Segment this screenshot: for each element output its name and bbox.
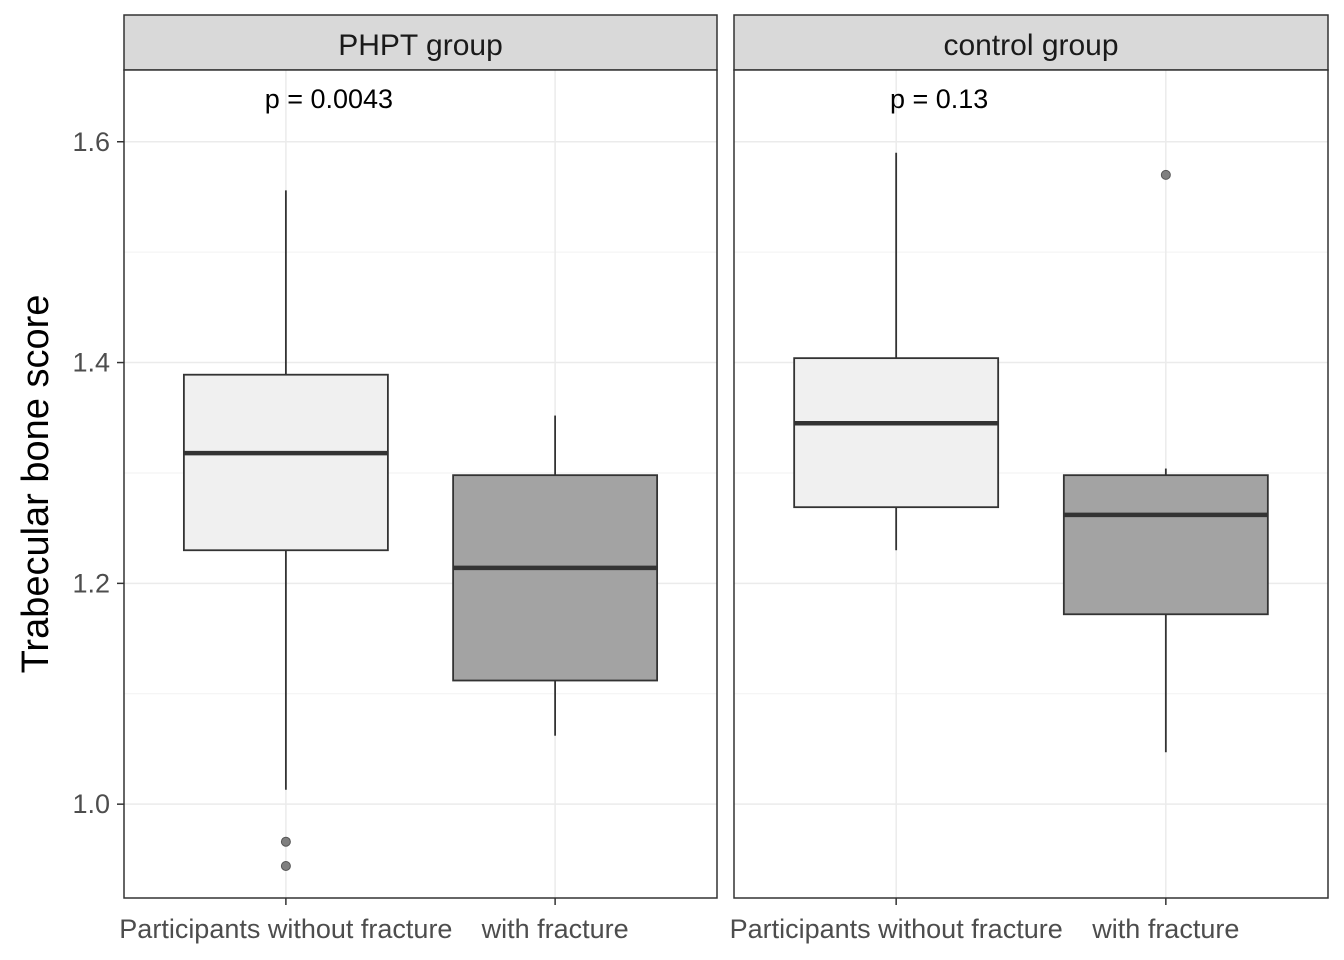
box-without-fracture xyxy=(793,152,1000,551)
p-value-annotation: p = 0.0043 xyxy=(265,84,393,114)
box-iqr xyxy=(793,357,1000,509)
x-tick-label: with fracture xyxy=(481,914,629,944)
x-tick-label: Participants without fracture xyxy=(730,914,1063,944)
x-tick-label: with fracture xyxy=(1091,914,1239,944)
panel-border xyxy=(123,69,718,899)
box-without-fracture xyxy=(182,190,389,871)
strip-background xyxy=(733,14,1329,71)
y-tick-label: 1.2 xyxy=(72,568,110,598)
panel-border xyxy=(733,69,1329,899)
x-tick-label: Participants without fracture xyxy=(119,914,452,944)
outlier-point xyxy=(280,860,291,871)
facet-panel-2: control group p = 0.13 Participants withou… xyxy=(730,14,1329,944)
box-iqr xyxy=(182,373,389,552)
p-value-annotation: p = 0.13 xyxy=(890,84,988,114)
facet-panel-1: PHPT group p = 0.0043 Participants without… xyxy=(119,14,718,944)
y-tick-label: 1.6 xyxy=(72,127,110,157)
y-tick-label: 1.0 xyxy=(72,789,110,819)
box-iqr xyxy=(452,474,659,682)
box-with-fracture xyxy=(452,415,659,736)
y-axis-title: Trabecular bone score xyxy=(15,295,57,674)
strip-background xyxy=(123,14,718,71)
strip-label: control group xyxy=(943,29,1118,62)
outlier-point xyxy=(1160,169,1171,180)
outlier-point xyxy=(280,836,291,847)
strip-label: PHPT group xyxy=(338,29,503,62)
box-iqr xyxy=(1062,474,1269,616)
box-with-fracture xyxy=(1062,169,1269,753)
y-tick-label: 1.4 xyxy=(72,348,110,378)
